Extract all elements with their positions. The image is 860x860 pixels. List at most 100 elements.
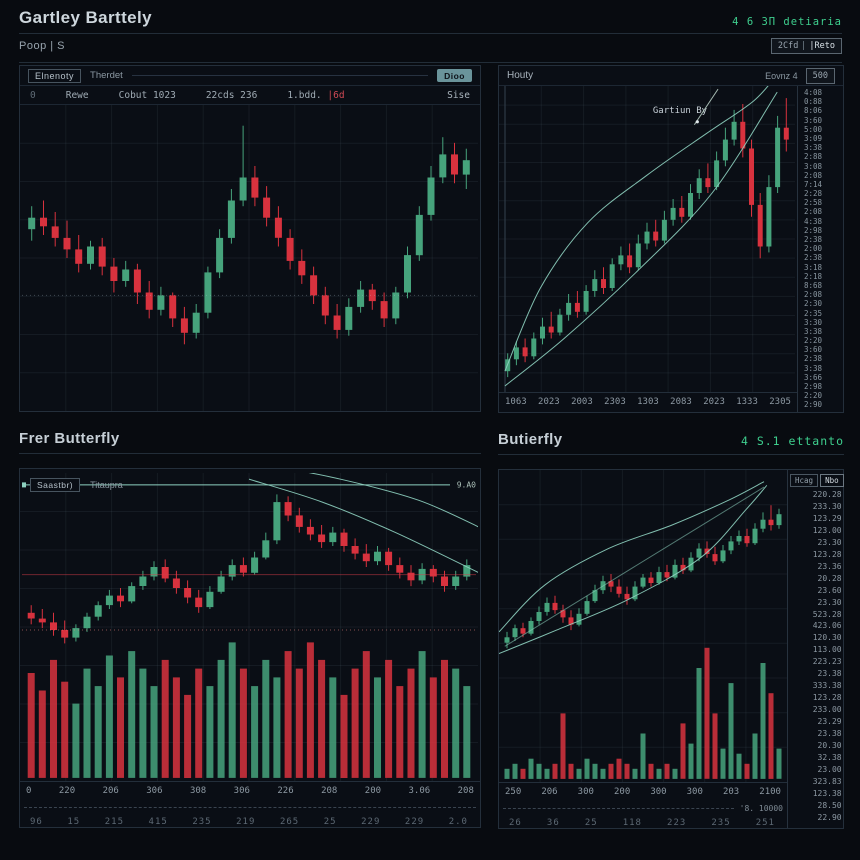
y-axis-tick: 23.36 <box>817 561 842 571</box>
x-axis-tick-secondary: 2.0 <box>448 817 468 827</box>
y-axis-tick: 2:18 <box>804 271 823 281</box>
tab-titaupra[interactable]: Titaupra <box>90 480 123 490</box>
x-axis-secondary: 96 15 215 415 235 219 265 25 229 229 2.0 <box>20 812 480 827</box>
x-axis-secondary: 26 36 25 118 223 235 251 <box>499 813 787 828</box>
axis-mode-toggle[interactable]: Hcag Nbo <box>790 474 844 487</box>
y-axis-tick: 2:08 <box>804 170 823 180</box>
y-axis-tick: 7:14 <box>804 179 823 189</box>
legend-row: 0 Rewe Cobut 1023 22cds 236 1.bdd. |6d S… <box>20 86 480 105</box>
x-axis: 1063 2023 2003 2303 1303 2083 2023 1333 2305 <box>499 392 797 410</box>
x-axis-tick-secondary: 15 <box>67 817 81 827</box>
candlestick-volume-chart[interactable]: 9.A0 <box>20 473 478 781</box>
pattern-annotation: Gartiun By <box>653 106 708 116</box>
y-axis-tick: 3:18 <box>804 262 823 272</box>
divider <box>19 33 842 34</box>
section-title-right: Butierfly 4 S.1 ettanto <box>498 413 844 469</box>
tab-therdet[interactable]: Therdet <box>90 70 123 81</box>
x-axis-tick: 250 <box>505 787 522 797</box>
x-axis-tick-secondary: 25 <box>584 818 598 828</box>
y-axis-tick: 2:35 <box>804 308 823 318</box>
legend-index: 0 <box>30 89 36 101</box>
dioo-button[interactable]: Dioo <box>437 69 472 82</box>
panel-frer-butterfly: Saastbr) Titaupra 9.A0 0 220 206 306 308 306 2… <box>19 468 481 828</box>
y-axis-tick: 3:60 <box>804 345 823 355</box>
toggle-left-label[interactable]: 2Cfd <box>777 40 799 51</box>
y-axis-tick: 120.30 <box>812 633 842 643</box>
y-axis-tick: 8:06 <box>804 106 823 116</box>
y-axis-tick: 23.38 <box>817 669 842 679</box>
x-axis-tick-secondary: 251 <box>755 818 775 828</box>
axis-mode-left[interactable]: Hcag <box>790 474 819 487</box>
section-heading: Butierfly <box>498 431 563 448</box>
x-axis: 0 220 206 306 308 306 226 208 200 3.06 208 <box>20 781 480 799</box>
y-axis-tick: 123.38 <box>812 788 842 798</box>
candlestick-chart[interactable] <box>20 105 478 411</box>
dashed-divider <box>24 806 476 808</box>
x-axis-tick: 1333 <box>736 397 758 407</box>
toggle-right-label[interactable]: |Reto <box>809 40 835 51</box>
panel-butterfly: 250 206 300 200 300 300 203 2100 '8. 10000 26 36… <box>498 469 844 829</box>
x-axis-tick-secondary: 223 <box>667 818 687 828</box>
x-axis-tick: 308 <box>189 786 207 796</box>
y-axis-tick: 3:38 <box>804 143 823 153</box>
y-axis-tick: 8:68 <box>804 280 823 290</box>
y-axis-tick: 4:08 <box>804 88 823 97</box>
legend-value-2: 22cds 236 <box>205 89 258 101</box>
range-button[interactable]: 500 <box>805 67 835 84</box>
x-axis-tick: 2023 <box>703 397 725 407</box>
x-axis-tick: 200 <box>364 786 382 796</box>
page-title: Gartley Barttely <box>19 8 153 27</box>
candlestick-volume-chart[interactable] <box>499 470 787 782</box>
events-label: Eovnz 4 <box>765 70 798 81</box>
y-axis-tick: 2:08 <box>804 207 823 217</box>
x-axis-tick-secondary: 96 <box>30 817 43 827</box>
x-axis-tick: 220 <box>58 786 76 796</box>
tab-saastbr[interactable]: Saastbr) <box>30 478 81 492</box>
y-axis-tick: 233.30 <box>812 501 842 511</box>
x-axis-tick-secondary: 215 <box>104 817 125 827</box>
y-axis-tick: 333.38 <box>812 681 842 691</box>
y-axis-tick: 2:20 <box>804 336 823 346</box>
y-axis-tick: 220.28 <box>812 490 842 499</box>
toggle-divider <box>803 41 805 50</box>
y-axis-tick: 23.29 <box>817 717 842 727</box>
divider <box>131 75 429 76</box>
y-axis-tick: 323.83 <box>812 776 842 786</box>
tab-elnenoty[interactable]: Elnenoty <box>28 68 82 83</box>
y-axis-tick: 3:38 <box>804 326 823 336</box>
x-axis-tick: 2023 <box>538 397 560 407</box>
candlestick-chart[interactable]: Gartiun By <box>499 86 795 392</box>
y-axis-tick: 3:66 <box>804 372 823 382</box>
x-axis-tick: 1063 <box>505 397 527 407</box>
y-axis-tick: 123.29 <box>812 513 842 523</box>
y-axis-tick: 32.38 <box>817 752 842 762</box>
panel-title: Houty <box>507 70 534 81</box>
y-axis-tick: 223.23 <box>812 657 842 667</box>
x-axis-tick: 2003 <box>571 397 593 407</box>
y-axis-tick: 3:09 <box>804 133 823 143</box>
dashed-divider <box>503 807 734 809</box>
y-axis-tick: 2:98 <box>804 225 823 235</box>
y-axis-tick: 233.00 <box>812 705 842 715</box>
y-axis-tick: 2:28 <box>804 189 823 199</box>
x-axis-tick: 0 <box>26 786 32 796</box>
x-axis-tick-secondary: 235 <box>711 818 731 828</box>
y-axis-tick: 523.28 <box>812 609 842 619</box>
panel-hourly: Houty Eovnz 4 500 Gartiun By 1063 2023 200… <box>498 65 844 413</box>
legend-value-red: |6d <box>327 89 345 101</box>
x-axis-tick-secondary: 219 <box>236 817 256 827</box>
legend-size-label: Sise <box>447 89 470 101</box>
y-axis-panel: Hcag Nbo 220.28 233.30 123.29 123.00 23.30 12… <box>787 470 847 828</box>
y-axis-tick: 113.00 <box>812 645 842 655</box>
y-axis-tick: 5:00 <box>804 124 823 134</box>
axis-mode-right[interactable]: Nbo <box>820 474 844 487</box>
timeframe-toggle[interactable]: 2Cfd |Reto <box>770 37 842 54</box>
x-axis-tick: 203 <box>722 787 740 797</box>
y-axis-tick: 0:88 <box>804 97 823 107</box>
y-axis-tick: 4:38 <box>804 216 823 226</box>
y-axis-tick: 3:60 <box>804 115 823 125</box>
y-axis-tick: 2:90 <box>804 400 823 410</box>
x-axis-tick: 200 <box>613 787 631 797</box>
x-axis-tick: 226 <box>277 786 294 796</box>
divider <box>19 62 842 63</box>
